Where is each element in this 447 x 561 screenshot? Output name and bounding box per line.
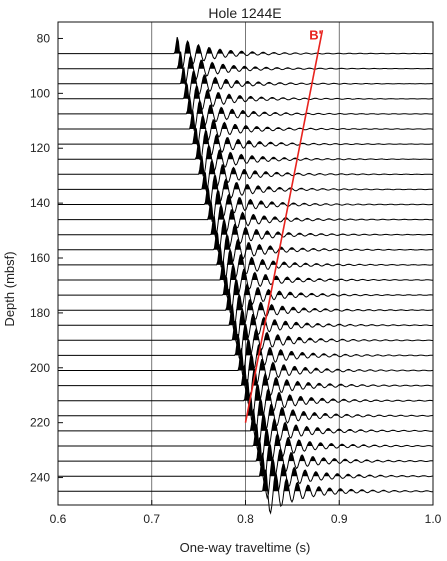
seismic-trace (58, 379, 433, 422)
trace-line (58, 333, 433, 376)
seismic-trace (58, 230, 433, 268)
seismic-trace (58, 125, 433, 162)
y-tick-label: 120 (30, 141, 50, 155)
trace-fill (173, 37, 429, 54)
trace-fill (179, 68, 433, 84)
trace-line (58, 172, 433, 208)
y-tick-label: 100 (30, 86, 50, 100)
trace-line (58, 423, 433, 469)
trace-line (58, 110, 433, 148)
seismic-trace (58, 140, 433, 177)
seismic-trace (58, 215, 433, 255)
y-axis-title: Depth (mbsf) (2, 251, 17, 326)
trace-line (58, 155, 433, 194)
traces-layer (58, 36, 433, 515)
y-tick-label: 220 (30, 416, 50, 430)
seismic-trace (58, 320, 433, 362)
x-tick-label: 0.9 (331, 512, 348, 526)
x-axis-title: One-way traveltime (s) (180, 540, 311, 555)
trace-line (58, 452, 433, 500)
seismic-trace (58, 333, 433, 376)
seismic-trace (58, 36, 433, 69)
seismic-trace (58, 80, 433, 115)
annotation-b-prime: B' (309, 28, 321, 43)
seismic-trace (58, 423, 433, 469)
trace-line (58, 274, 433, 315)
trace-line (58, 125, 433, 162)
seismic-trace (58, 110, 433, 148)
seismic-trace (58, 274, 433, 315)
y-tick-label: 180 (30, 306, 50, 320)
trace-line (58, 140, 433, 177)
y-tick-label: 240 (30, 471, 50, 485)
trace-fill (195, 140, 429, 160)
seismic-trace (58, 408, 433, 454)
trace-line (58, 437, 433, 484)
trace-line (58, 348, 433, 393)
trace-fill (200, 172, 433, 190)
seismic-trace (58, 185, 433, 222)
trace-line (58, 95, 433, 132)
trace-fill (204, 185, 433, 205)
trace-fill (238, 348, 433, 371)
seismic-trace (58, 260, 433, 301)
seismic-trace (58, 363, 433, 408)
trace-fill (261, 470, 431, 492)
seismic-trace (58, 155, 433, 194)
trace-line (58, 67, 433, 101)
trace-line (58, 36, 433, 69)
trace-fill (247, 392, 433, 416)
seismic-trace (58, 51, 433, 86)
seismic-trace (58, 199, 433, 239)
trace-line (58, 408, 433, 454)
y-tick-label: 80 (37, 31, 51, 45)
x-tick-label: 1.0 (425, 512, 442, 526)
seismic-trace (58, 288, 433, 330)
trace-fill (188, 112, 433, 129)
series-line-b-prime (244, 30, 324, 423)
trace-fill (243, 379, 433, 401)
trace-fill (240, 365, 431, 386)
grid-layer (151, 22, 340, 505)
trace-line (58, 260, 433, 301)
seismic-trace (58, 392, 433, 438)
seismic-trace (58, 469, 433, 515)
seismic-trace (58, 172, 433, 208)
trace-fill (177, 51, 432, 69)
chart-title: Hole 1244E (208, 5, 281, 21)
y-tick-label: 140 (30, 196, 50, 210)
trace-line (58, 51, 433, 86)
seismic-trace (58, 437, 433, 484)
seismic-trace (58, 348, 433, 393)
trace-line (58, 392, 433, 438)
trace-fill (249, 408, 429, 431)
seismic-trace (58, 95, 433, 132)
axes-layer: 0.6 0.7 0.8 0.9 1.0 80 100 120 140 160 180 200 220 24… (30, 21, 442, 526)
trace-line (58, 185, 433, 222)
trace-line (58, 320, 433, 362)
series-layer: B' (244, 28, 324, 423)
seismic-trace (58, 452, 433, 500)
x-tick-label: 0.6 (50, 512, 67, 526)
y-tick-label: 200 (30, 361, 50, 375)
x-tick-label: 0.8 (237, 512, 254, 526)
x-tick-label: 0.7 (143, 512, 160, 526)
trace-line (58, 199, 433, 239)
trace-line (58, 379, 433, 422)
trace-fill (234, 334, 433, 356)
trace-line (58, 215, 433, 255)
trace-fill (227, 304, 430, 326)
trace-line (58, 469, 433, 515)
trace-line (58, 288, 433, 330)
trace-fill (186, 95, 430, 114)
trace-line (58, 363, 433, 408)
trace-fill (191, 127, 433, 145)
trace-line (58, 80, 433, 115)
seismic-trace (58, 67, 433, 101)
y-tick-label: 160 (30, 251, 50, 265)
trace-fill (182, 82, 433, 99)
trace-line (58, 230, 433, 268)
